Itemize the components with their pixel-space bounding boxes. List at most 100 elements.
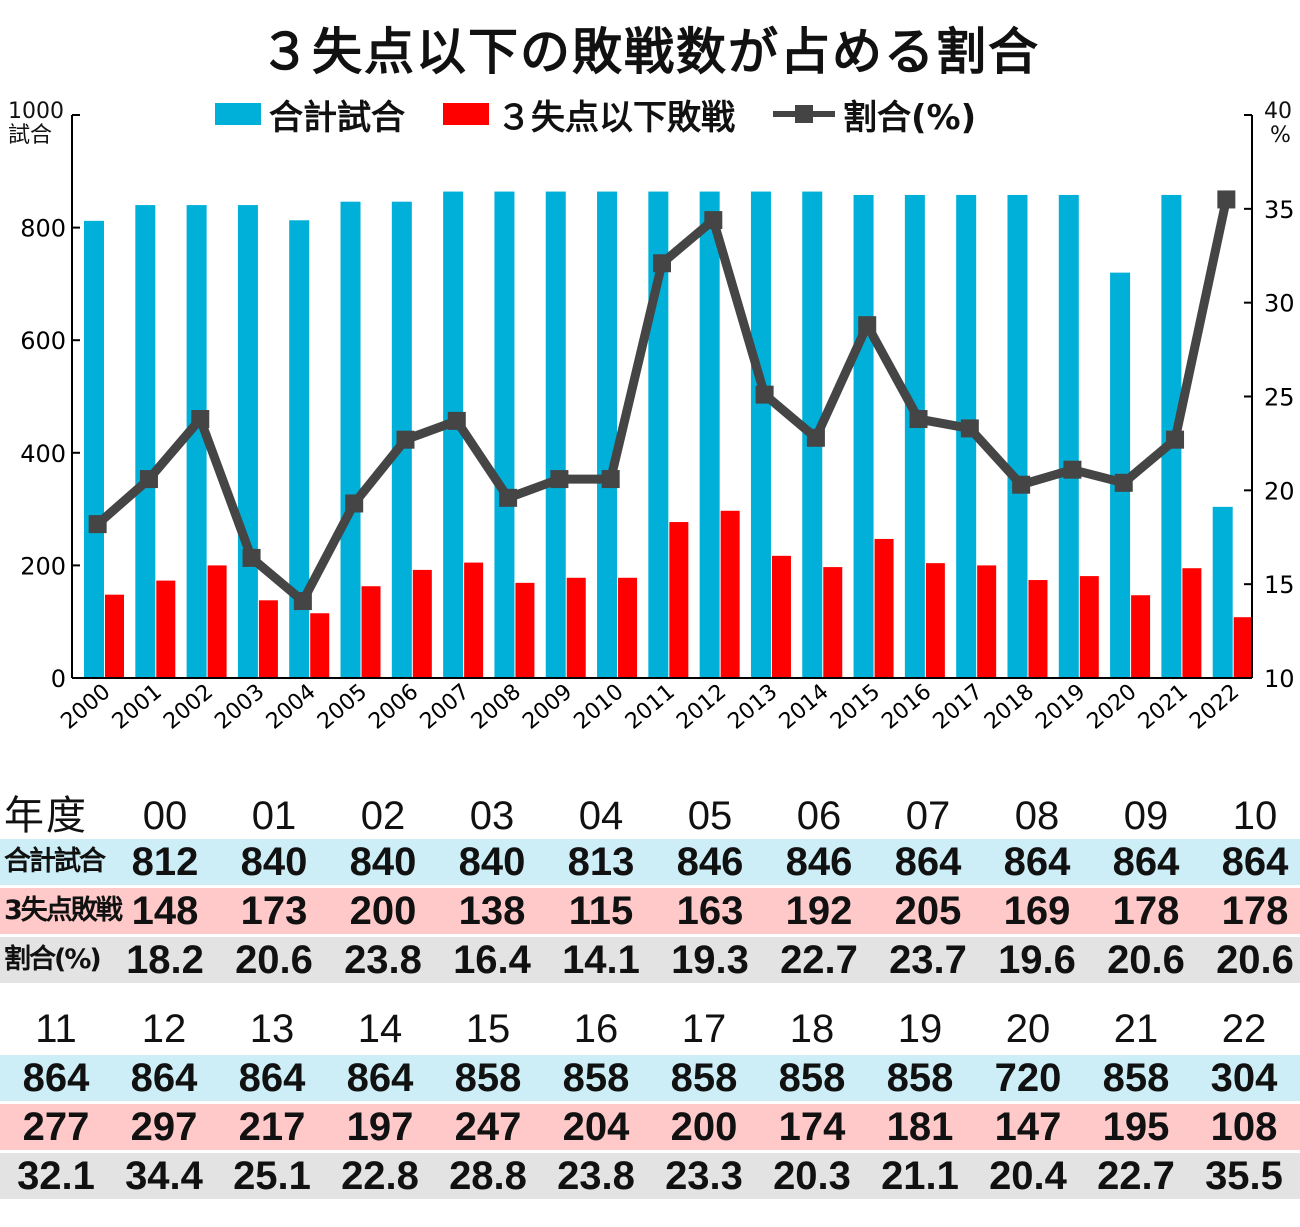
year-cell-b-1: 12 bbox=[141, 1007, 187, 1051]
games-cell-b-0: 864 bbox=[22, 1056, 90, 1100]
ratio-point-2014 bbox=[806, 428, 825, 447]
year-cell-b-4: 15 bbox=[465, 1007, 511, 1051]
losses-cell-3: 138 bbox=[458, 889, 526, 933]
ratio-cell-b-10: 22.7 bbox=[1097, 1154, 1175, 1198]
table-losses-row-2: 277 297 217 197 247 204 200 174 181 147 195 108 bbox=[0, 1104, 1300, 1150]
x-tick-label-2003: 2003 bbox=[210, 679, 269, 734]
legend-item-losses: ３失点以下敗戦 bbox=[443, 90, 735, 139]
year-cell-7: 07 bbox=[905, 794, 951, 838]
losses-cell-b-6: 200 bbox=[670, 1105, 738, 1149]
games-cell-2: 840 bbox=[349, 840, 417, 884]
x-tick-label-2005: 2005 bbox=[313, 679, 372, 734]
losses-cell-b-11: 108 bbox=[1210, 1105, 1278, 1149]
ratio-point-2022 bbox=[1217, 190, 1236, 209]
losses-cell-b-7: 174 bbox=[778, 1105, 846, 1149]
games-cell-b-7: 858 bbox=[778, 1056, 846, 1100]
bar-games-2012 bbox=[699, 191, 720, 678]
legend-label-ratio: 割合(%) bbox=[843, 97, 977, 138]
bar-losses-2014 bbox=[823, 567, 843, 678]
x-tick-label-2002: 2002 bbox=[159, 679, 218, 734]
ratio-point-2013 bbox=[755, 385, 774, 404]
games-cell-b-6: 858 bbox=[670, 1056, 738, 1100]
x-tick-label-2021: 2021 bbox=[1134, 679, 1193, 734]
games-cell-4: 813 bbox=[567, 840, 635, 884]
year-cell-b-5: 16 bbox=[573, 1007, 619, 1051]
losses-cell-5: 163 bbox=[676, 889, 744, 933]
ratio-cell-9: 20.6 bbox=[1107, 938, 1185, 982]
ratio-cell-0: 18.2 bbox=[126, 938, 204, 982]
year-cell-9: 09 bbox=[1123, 794, 1169, 838]
bar-games-2018 bbox=[1007, 194, 1028, 679]
ratio-cell-b-2: 25.1 bbox=[233, 1154, 311, 1198]
games-cell-b-5: 858 bbox=[562, 1056, 630, 1100]
bar-losses-2002 bbox=[207, 565, 227, 678]
games-cell-b-2: 864 bbox=[238, 1056, 306, 1100]
losses-cell-b-9: 147 bbox=[994, 1105, 1062, 1149]
left-axis-max-label: 1000 bbox=[8, 99, 64, 124]
year-cell-8: 08 bbox=[1014, 794, 1060, 838]
losses-cell-9: 178 bbox=[1112, 889, 1180, 933]
bar-losses-2013 bbox=[771, 555, 791, 678]
legend-swatch-games bbox=[215, 103, 261, 125]
year-cell-4: 04 bbox=[578, 794, 624, 838]
x-tick-label-2019: 2019 bbox=[1031, 679, 1090, 734]
table-games-row-2: 864 864 864 864 858 858 858 858 858 720 858 304 bbox=[0, 1055, 1300, 1101]
losses-cell-6: 192 bbox=[785, 889, 853, 933]
ratio-point-2017 bbox=[960, 419, 979, 438]
bar-games-2003 bbox=[237, 205, 258, 678]
right-axis-unit: 40 % bbox=[1264, 100, 1292, 148]
ratio-cell-1: 20.6 bbox=[235, 938, 313, 982]
x-tick-label-2020: 2020 bbox=[1083, 679, 1142, 734]
combo-chart: 0200400600800101520253035200020012002200… bbox=[20, 114, 1295, 735]
bar-losses-2012 bbox=[720, 510, 740, 678]
year-cell-6: 06 bbox=[796, 794, 842, 838]
x-tick-label-2022: 2022 bbox=[1185, 679, 1244, 734]
legend-item-ratio: 割合(%) bbox=[773, 90, 976, 139]
table-header-label: 年度 bbox=[4, 793, 88, 839]
losses-cell-b-2: 217 bbox=[238, 1105, 306, 1149]
legend-label-losses: ３失点以下敗戦 bbox=[497, 97, 735, 138]
bar-losses-2018 bbox=[1028, 580, 1048, 678]
games-cell-b-4: 858 bbox=[454, 1056, 522, 1100]
year-cell-10: 10 bbox=[1232, 794, 1278, 838]
ratio-point-2011 bbox=[653, 254, 671, 273]
x-tick-label-2018: 2018 bbox=[980, 679, 1039, 734]
left-tick-label-400: 400 bbox=[20, 440, 66, 468]
losses-cell-10: 178 bbox=[1221, 889, 1289, 933]
year-cell-b-9: 20 bbox=[1005, 1007, 1051, 1051]
bar-losses-2022 bbox=[1233, 617, 1253, 678]
ratio-line-layer bbox=[88, 190, 1236, 611]
ratio-point-2010 bbox=[601, 470, 620, 489]
left-tick-label-0: 0 bbox=[51, 665, 66, 693]
year-cell-b-0: 11 bbox=[35, 1007, 77, 1051]
x-tick-label-2014: 2014 bbox=[775, 679, 834, 734]
ratio-cell-b-0: 32.1 bbox=[17, 1154, 95, 1198]
left-tick-label-600: 600 bbox=[20, 327, 66, 355]
right-tick-label-25: 25 bbox=[1264, 384, 1295, 412]
losses-cell-b-3: 197 bbox=[346, 1105, 414, 1149]
bar-games-2005 bbox=[340, 201, 361, 678]
ratio-point-2004 bbox=[293, 592, 312, 611]
year-cell-b-11: 22 bbox=[1221, 1007, 1267, 1051]
games-cell-5: 846 bbox=[676, 840, 744, 884]
legend-swatch-losses bbox=[443, 103, 489, 125]
year-cell-b-2: 13 bbox=[249, 1007, 295, 1051]
x-tick-label-2006: 2006 bbox=[364, 679, 423, 734]
legend-item-games: 合計試合 bbox=[215, 90, 405, 139]
bar-losses-2010 bbox=[618, 577, 638, 678]
ratio-point-2002 bbox=[191, 410, 210, 429]
bar-losses-2019 bbox=[1079, 576, 1099, 678]
bar-losses-2009 bbox=[566, 577, 586, 678]
ratio-point-2018 bbox=[1012, 475, 1031, 494]
games-cell-10: 864 bbox=[1221, 840, 1289, 884]
bar-losses-2006 bbox=[412, 569, 432, 678]
table-games-label: 合計試合 bbox=[4, 846, 106, 877]
ratio-point-2001 bbox=[139, 470, 158, 489]
left-tick-label-800: 800 bbox=[20, 215, 66, 243]
year-cell-b-3: 14 bbox=[357, 1007, 403, 1051]
games-cell-b-1: 864 bbox=[130, 1056, 198, 1100]
right-tick-label-30: 30 bbox=[1264, 290, 1295, 318]
right-tick-label-20: 20 bbox=[1264, 477, 1295, 505]
losses-cell-b-5: 204 bbox=[562, 1105, 630, 1149]
ratio-point-2003 bbox=[242, 548, 261, 567]
